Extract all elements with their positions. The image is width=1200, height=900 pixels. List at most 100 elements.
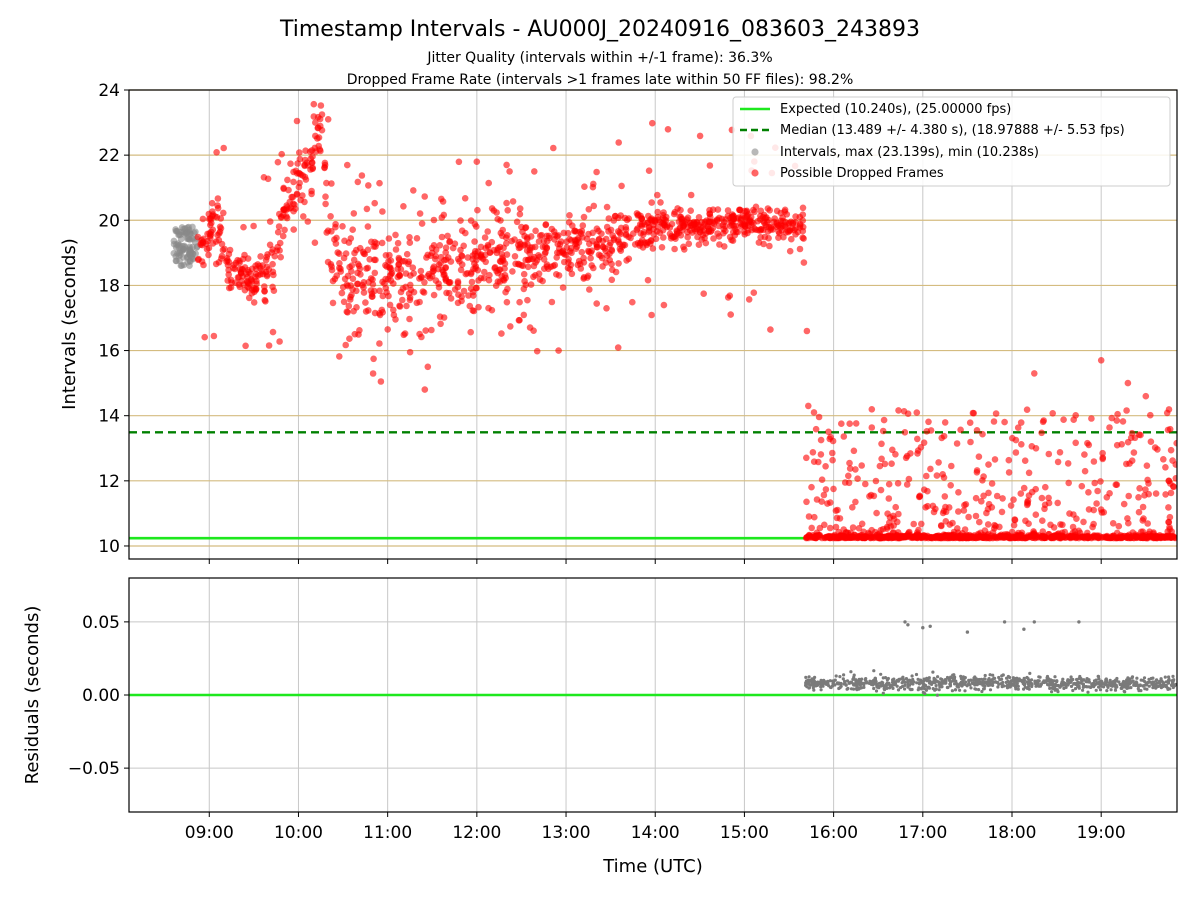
dropped-frame-point	[504, 232, 511, 239]
dropped-frame-point	[825, 428, 832, 436]
dropped-frame-point	[954, 529, 962, 536]
residual-point	[906, 685, 910, 689]
dropped-frame-point	[638, 221, 646, 228]
dropped-frame-point	[1007, 502, 1015, 509]
dropped-frame-point	[355, 262, 363, 270]
chart-subtitle-jitter: Jitter Quality (intervals within +/-1 fr…	[426, 50, 772, 66]
dropped-frame-point	[252, 285, 259, 293]
residual-point	[1102, 685, 1106, 689]
dropped-frame-point	[417, 274, 425, 281]
dropped-frame-point	[1048, 534, 1055, 542]
dropped-frame-point	[367, 287, 375, 294]
dropped-frame-point	[761, 233, 769, 241]
dropped-frame-point	[872, 477, 880, 485]
dropped-frame-point	[817, 436, 825, 444]
residual-point	[804, 679, 809, 683]
residual-outlier-point	[1032, 620, 1037, 624]
dropped-frame-point	[881, 460, 889, 468]
dropped-frame-point	[1145, 480, 1152, 487]
dropped-frame-point	[363, 205, 371, 213]
dropped-frame-point	[1128, 429, 1136, 437]
dropped-frame-point	[832, 523, 840, 531]
dropped-frame-point	[1054, 458, 1062, 466]
dropped-frame-point	[381, 280, 388, 287]
dropped-frame-point	[724, 207, 732, 214]
dropped-frame-point	[855, 525, 863, 532]
dropped-frame-point	[343, 281, 351, 289]
dropped-frame-point	[520, 285, 528, 293]
dropped-frame-point	[696, 132, 704, 140]
dropped-frame-point	[1014, 424, 1022, 432]
residual-point	[1011, 683, 1016, 687]
dropped-frame-point	[1097, 478, 1104, 485]
dropped-frame-point	[752, 203, 760, 211]
dropped-frame-point	[378, 239, 386, 247]
x-tick-label: 16:00	[809, 823, 858, 843]
dropped-frame-point	[675, 229, 683, 237]
dropped-frame-outlier	[503, 161, 510, 169]
dropped-frame-point	[360, 289, 368, 296]
interval-point	[184, 224, 191, 232]
dropped-frame-point	[349, 275, 357, 283]
residual-outlier-point	[1002, 620, 1007, 624]
residual-point	[877, 686, 881, 690]
dropped-frame-point	[888, 460, 895, 468]
dropped-frame-point	[589, 237, 596, 245]
residual-point	[895, 684, 899, 688]
dropped-frame-point	[664, 126, 672, 133]
dropped-frame-point	[406, 348, 414, 356]
x-axis-label: Time (UTC)	[602, 856, 703, 877]
dropped-frame-point	[310, 51, 317, 58]
dropped-frame-point	[1090, 458, 1098, 465]
dropped-frame-point	[344, 272, 352, 280]
dropped-frame-point	[210, 332, 218, 340]
dropped-frame-point	[548, 298, 556, 306]
dropped-frame-point	[788, 235, 795, 243]
dropped-frame-point	[830, 485, 837, 493]
residual-point	[927, 686, 932, 690]
dropped-frame-point	[877, 526, 885, 534]
dropped-frame-point	[407, 281, 414, 289]
dropped-frame-point	[344, 309, 351, 316]
dropped-frame-point	[889, 446, 896, 454]
residuals-y-ticks: 0.05 0.00 −0.05	[68, 613, 129, 779]
dropped-frame-point	[580, 213, 588, 221]
dropped-frame-point	[410, 187, 417, 194]
dropped-frame-point	[500, 257, 507, 264]
dropped-frame-point	[762, 221, 769, 229]
residual-point	[858, 683, 863, 687]
dropped-frame-point	[455, 158, 463, 166]
intervals-panel: 10 12 14 16 18 20 22 24 Intervals (seconds) Exp…	[59, 51, 1178, 564]
dropped-frame-point	[812, 425, 820, 433]
dropped-frame-point	[527, 281, 535, 288]
dropped-frame-point	[687, 191, 695, 199]
dropped-frame-point	[337, 268, 345, 275]
dropped-frame-point	[403, 302, 410, 310]
dropped-frame-point	[941, 419, 949, 426]
dropped-frame-point	[1073, 515, 1080, 522]
residual-point	[916, 677, 920, 682]
residual-point	[1163, 675, 1167, 679]
dropped-frame-point	[405, 290, 413, 297]
dropped-frame-point	[799, 227, 807, 235]
residual-point	[1096, 674, 1100, 678]
dropped-frame-point	[524, 296, 531, 304]
dropped-frame-point	[456, 258, 463, 265]
residual-outlier-point	[928, 624, 932, 628]
dropped-frame-point	[1106, 424, 1113, 431]
interval-point	[175, 244, 183, 251]
dropped-frame-point	[421, 279, 428, 286]
dropped-frame-point	[522, 256, 529, 264]
residual-point	[988, 688, 993, 692]
dropped-frame-point	[803, 498, 810, 506]
residual-point	[963, 689, 967, 693]
dropped-frame-point	[1162, 464, 1169, 471]
dropped-frame-point	[1010, 521, 1018, 529]
dropped-frame-point	[497, 229, 505, 237]
residual-point	[854, 678, 858, 683]
dropped-frame-point	[386, 301, 394, 309]
dropped-frame-point	[1021, 534, 1029, 542]
residual-point	[946, 685, 950, 690]
dropped-frame-point	[993, 492, 1001, 500]
dropped-frame-point	[332, 220, 339, 228]
